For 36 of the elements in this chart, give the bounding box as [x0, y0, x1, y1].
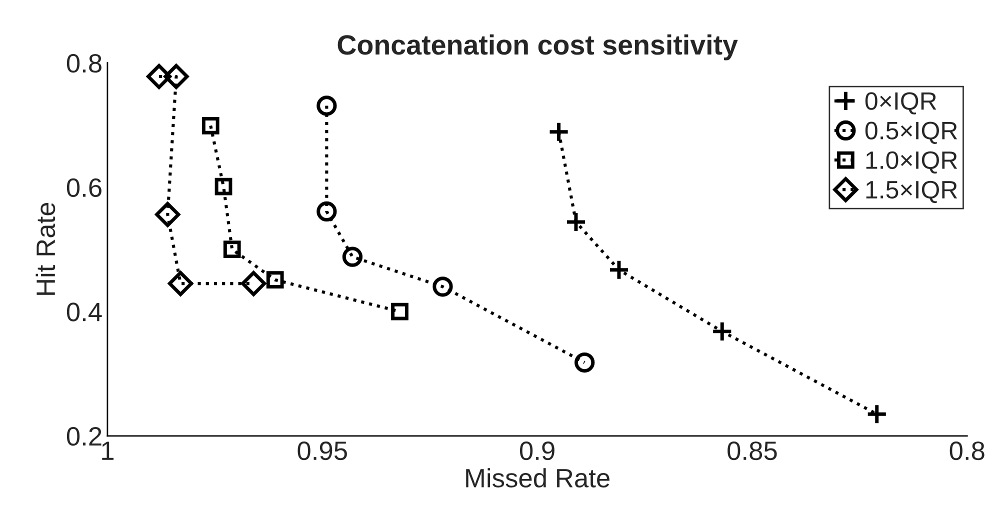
point	[223, 240, 241, 258]
x-tick-label: 0.85	[728, 441, 777, 460]
point	[214, 178, 232, 196]
point	[241, 271, 266, 296]
y-tick-label: 0.8	[66, 54, 102, 73]
x-tick-label: 0.9	[520, 441, 554, 460]
y-tick-label: 0.4	[66, 302, 102, 322]
point	[266, 271, 284, 289]
point	[548, 121, 570, 143]
point	[432, 276, 453, 297]
legend-label: 0×IQR	[865, 92, 936, 114]
x-tick-label: 1	[102, 442, 114, 460]
legend-label: 1.5×IQR	[866, 180, 958, 204]
point	[155, 202, 180, 228]
x-axis-title: Missed Rate	[466, 468, 610, 488]
point	[608, 259, 630, 281]
point	[202, 116, 220, 134]
point	[146, 64, 172, 90]
y-tick-label: 0.6	[66, 178, 102, 198]
point	[316, 96, 337, 116]
legend-label: 1.0×IQR	[866, 151, 958, 174]
legend-label: 0.5×IQR	[865, 122, 958, 144]
point	[391, 302, 408, 320]
point	[866, 403, 888, 425]
point	[574, 352, 595, 373]
point	[164, 64, 189, 90]
point	[342, 246, 363, 267]
x-tick-label: 0.8	[950, 441, 984, 460]
chart-title: Concatenation cost sensitivity	[338, 34, 738, 60]
y-tick-label: 0.2	[66, 427, 102, 446]
y-axis-title: Hit Rate	[36, 202, 56, 295]
point	[711, 320, 733, 342]
point	[565, 211, 587, 233]
point	[316, 201, 337, 222]
point	[168, 271, 194, 296]
x-tick-label: 0.95	[298, 441, 347, 460]
